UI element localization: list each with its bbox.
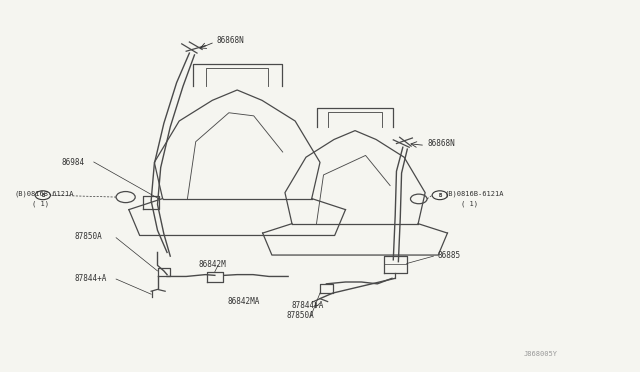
Text: 87844+A: 87844+A bbox=[75, 274, 107, 283]
Text: ( 1): ( 1) bbox=[32, 201, 49, 207]
Text: 87844+A: 87844+A bbox=[291, 301, 324, 311]
Text: (B)08168-6121A: (B)08168-6121A bbox=[14, 191, 74, 198]
Text: 86868N: 86868N bbox=[427, 139, 455, 148]
Text: 86842M: 86842M bbox=[199, 260, 227, 269]
Text: 87850A: 87850A bbox=[287, 311, 315, 320]
Text: 86868N: 86868N bbox=[217, 36, 244, 45]
Text: (B)0816B-6121A: (B)0816B-6121A bbox=[444, 191, 504, 198]
Text: 86885: 86885 bbox=[438, 251, 461, 260]
Text: B: B bbox=[438, 193, 442, 198]
Text: 86984: 86984 bbox=[62, 157, 85, 167]
Text: B: B bbox=[41, 193, 44, 198]
Text: J868005Y: J868005Y bbox=[524, 351, 558, 357]
Text: ( 1): ( 1) bbox=[461, 201, 479, 207]
Text: 87850A: 87850A bbox=[75, 232, 102, 241]
Text: 86842MA: 86842MA bbox=[228, 297, 260, 306]
